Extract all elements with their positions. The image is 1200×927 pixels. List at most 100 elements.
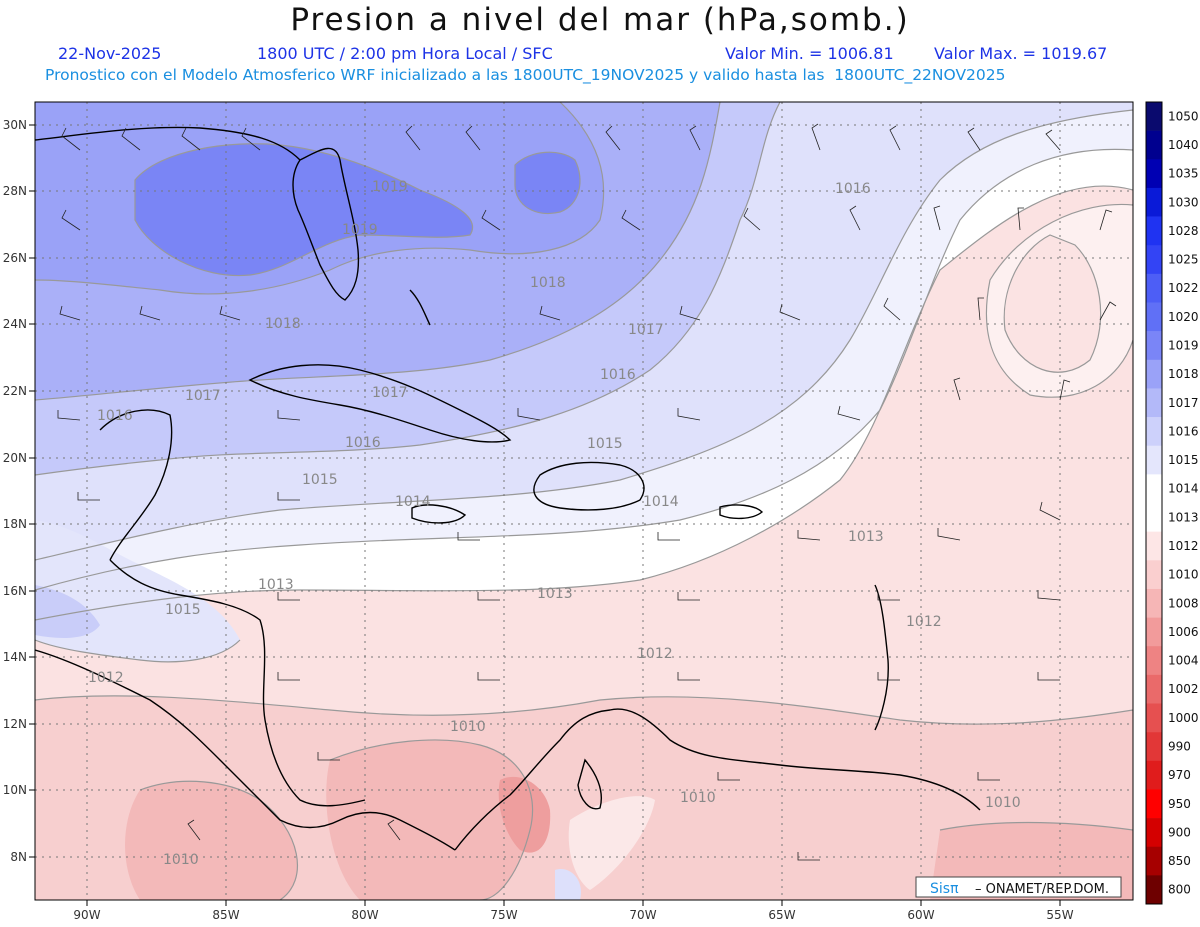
- isobar-label: 1016: [600, 367, 636, 383]
- isobar-label: 1015: [302, 472, 338, 488]
- lon-label: 85W: [212, 908, 239, 922]
- colorbar-swatch: [1146, 818, 1162, 848]
- colorbar-level-label: 970: [1168, 768, 1191, 782]
- colorbar-swatch: [1146, 388, 1162, 418]
- cuba-coast: [248, 364, 512, 443]
- forecast-time: 1800 UTC / 2:00 pm Hora Local / SFC: [257, 44, 553, 63]
- lat-label: 16N: [3, 584, 27, 598]
- colorbar-swatch: [1146, 159, 1162, 189]
- colorbar-level-label: 1020: [1168, 310, 1199, 324]
- colorbar-level-label: 1012: [1168, 539, 1199, 553]
- map-title: Presion a nivel del mar (hPa,somb.): [290, 2, 910, 38]
- forecast-date: 22-Nov-2025: [58, 44, 162, 63]
- isobar-label: 1013: [537, 586, 573, 602]
- colorbar-swatch: [1146, 359, 1162, 389]
- colorbar-level-label: 900: [1168, 825, 1191, 839]
- isobar-label: 1010: [985, 795, 1021, 811]
- colorbar-swatch: [1146, 703, 1162, 733]
- credit-box: Sisπ – ONAMET/REP.DOM.: [915, 876, 1122, 898]
- central-america-coast: [35, 649, 456, 851]
- jamaica-coast: [411, 504, 467, 524]
- isobar-label: 1014: [395, 494, 431, 510]
- isobar-label: 1018: [530, 275, 566, 291]
- lesser-antilles: [874, 584, 889, 731]
- colorbar-level-label: 1030: [1168, 195, 1199, 209]
- isobar-label: 1017: [185, 388, 221, 404]
- colorbar-level-label: 1025: [1168, 253, 1199, 267]
- isobar-label: 1010: [163, 852, 199, 868]
- lon-label: 55W: [1046, 908, 1073, 922]
- colorbar-level-label: 1008: [1168, 596, 1199, 610]
- sispi-logo: Sisπ: [930, 881, 959, 897]
- colorbar-swatch: [1146, 273, 1162, 303]
- lat-label: 14N: [3, 650, 27, 664]
- colorbar-swatch: [1146, 789, 1162, 819]
- isobar-label: 1010: [680, 790, 716, 806]
- colorbar-level-label: 1000: [1168, 711, 1199, 725]
- colorbar-swatch: [1146, 760, 1162, 790]
- lat-label: 10N: [3, 783, 27, 797]
- lat-label: 26N: [3, 251, 27, 265]
- lat-label: 20N: [3, 451, 27, 465]
- colorbar-level-label: 1040: [1168, 138, 1199, 152]
- colorbar-swatch: [1146, 445, 1162, 475]
- colorbar-level-label: 990: [1168, 739, 1191, 753]
- credit-text: – ONAMET/REP.DOM.: [975, 882, 1109, 897]
- lon-label: 80W: [351, 908, 378, 922]
- min-value: Valor Min. = 1006.81: [725, 44, 894, 63]
- colorbar-level-label: 1010: [1168, 568, 1199, 582]
- colorbar-swatch: [1146, 674, 1162, 704]
- pressure-field: [35, 102, 1133, 900]
- colorbar-level-label: 950: [1168, 797, 1191, 811]
- model-info: Pronostico con el Modelo Atmosferico WRF…: [45, 66, 1006, 84]
- yucatan-coast: [99, 409, 173, 561]
- lon-label: 65W: [768, 908, 795, 922]
- colorbar-swatch: [1146, 331, 1162, 361]
- colorbar-level-label: 1015: [1168, 453, 1199, 467]
- colorbar-swatch: [1146, 846, 1162, 876]
- central-america-caribbean-coast: [109, 559, 366, 807]
- colorbar-level-label: 1016: [1168, 424, 1199, 438]
- gulf-coast: [35, 126, 301, 161]
- max-value: Valor Max. = 1019.67: [934, 44, 1108, 63]
- colorbar-level-label: 1019: [1168, 338, 1199, 352]
- colorbar-level-label: 1013: [1168, 510, 1199, 524]
- lat-label: 18N: [3, 517, 27, 531]
- lat-label: 28N: [3, 184, 27, 198]
- colorbar-level-label: 1004: [1168, 654, 1199, 668]
- colorbar-swatch: [1146, 102, 1162, 131]
- colorbar-swatch: [1146, 503, 1162, 532]
- lat-label: 8N: [10, 850, 27, 864]
- colorbar-swatch: [1146, 245, 1162, 275]
- isobar-label: 1019: [372, 179, 408, 195]
- isobar-label: 1016: [97, 408, 133, 424]
- florida-coast: [292, 147, 360, 301]
- colorbar-swatch: [1146, 646, 1162, 676]
- colorbar-level-label: 1018: [1168, 367, 1199, 381]
- puerto-rico-coast: [719, 504, 764, 520]
- colorbar-level-label: 1028: [1168, 224, 1199, 238]
- coastlines: [35, 126, 981, 851]
- isobar-label: 1016: [345, 435, 381, 451]
- longitude-axis: 90W 85W 80W 75W 70W 65W 60W 55W: [73, 900, 1074, 922]
- colorbar-level-label: 1017: [1168, 396, 1199, 410]
- colorbar-level-label: 1050: [1168, 109, 1199, 123]
- isobar-label: 1018: [265, 316, 301, 332]
- latitude-axis: 30N 28N 26N 24N 22N 20N 18N 16N 14N 12N …: [3, 118, 35, 864]
- wind-barbs: [57, 123, 1117, 861]
- colorbar-swatch: [1146, 588, 1162, 618]
- colorbar-swatch: [1146, 474, 1162, 504]
- maracaibo-coast: [577, 758, 602, 810]
- isobar-label: 1014: [643, 494, 679, 510]
- colorbar-swatch: [1146, 187, 1162, 217]
- colorbar-frame: [1145, 101, 1163, 905]
- colorbar-swatch: [1146, 531, 1162, 561]
- south-america-coast: [454, 708, 981, 851]
- lat-label: 12N: [3, 717, 27, 731]
- colorbar-level-label: 1022: [1168, 281, 1199, 295]
- colorbar-level-label: 1035: [1168, 167, 1199, 181]
- isobar-lines: [35, 102, 1133, 900]
- lon-label: 70W: [629, 908, 656, 922]
- lat-label: 30N: [3, 118, 27, 132]
- lat-label: 24N: [3, 317, 27, 331]
